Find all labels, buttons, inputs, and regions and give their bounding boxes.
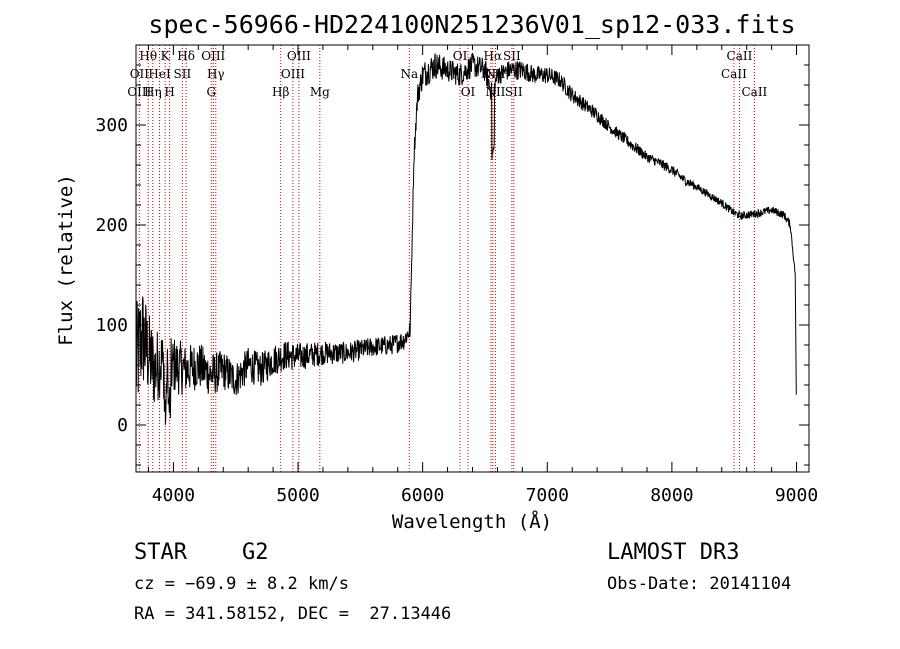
redshift-velocity: cz = −69.9 ± 8.2 km/s <box>134 574 349 594</box>
spectral-line-label: OIII <box>127 85 151 99</box>
spectral-line-label: CaII <box>727 49 753 63</box>
spectral-line-label: Hα <box>484 49 503 63</box>
observation-date: Obs-Date: 20141104 <box>607 574 792 594</box>
x-tick-label: 9000 <box>775 485 818 506</box>
survey-name: LAMOST DR3 <box>607 540 740 565</box>
ra-dec: RA = 341.58152, DEC = 27.13446 <box>134 604 452 624</box>
x-tick-label: 4000 <box>152 485 195 506</box>
object-subclass: G2 <box>242 540 269 565</box>
spectral-line-label: OI <box>461 85 476 99</box>
y-axis-label: Flux (relative) <box>55 174 77 346</box>
spectral-line-label: Hη <box>144 85 162 99</box>
x-tick-label: 8000 <box>650 485 693 506</box>
plot-frame <box>135 44 810 473</box>
spectral-line-label: SII <box>174 67 192 81</box>
spectral-line-label: H <box>164 85 174 99</box>
spectral-line-label: OIII <box>201 49 225 63</box>
spectral-line-label: OI <box>453 49 468 63</box>
spectral-line-label: CaII <box>741 85 767 99</box>
spectral-line-label: HeI <box>148 67 171 81</box>
spectral-line-label: CaII <box>721 67 747 81</box>
spectrum-series <box>135 52 797 425</box>
spectral-line-label: OIII <box>287 49 311 63</box>
x-tick-label: 5000 <box>276 485 319 506</box>
chart-title: spec-56966-HD224100N251236V01_sp12-033.f… <box>148 10 795 39</box>
y-tick-label: 200 <box>95 215 128 236</box>
axis-ticks: 4000 5000 6000 7000 8000 9000 0 100 200 300 <box>95 44 818 506</box>
spectral-line-label: Mg <box>310 85 330 99</box>
plot-border <box>135 44 810 473</box>
y-tick-label: 0 <box>117 415 128 436</box>
spectral-line-label: OII <box>130 67 150 81</box>
spectral-line-label: Hδ <box>177 49 195 63</box>
y-tick-label: 300 <box>95 115 128 136</box>
spectral-line-label: SII <box>505 85 523 99</box>
y-tick-label: 100 <box>95 315 128 336</box>
spectral-line-label: K <box>161 49 171 63</box>
spectral-line-label: Na <box>400 67 418 81</box>
x-tick-label: 7000 <box>526 485 569 506</box>
x-tick-label: 6000 <box>401 485 444 506</box>
spectral-line-label: Hγ <box>207 67 225 81</box>
object-class: STAR <box>134 540 187 565</box>
spectral-line-label: Hβ <box>272 85 289 99</box>
spectral-line-label: Hθ <box>139 49 157 63</box>
spectral-line-label: G <box>206 85 216 99</box>
spectral-line-label: SII <box>503 49 521 63</box>
spectrum-line <box>135 52 797 425</box>
x-axis-label: Wavelength (Å) <box>392 510 552 533</box>
spectral-line-label: OIII <box>281 67 305 81</box>
